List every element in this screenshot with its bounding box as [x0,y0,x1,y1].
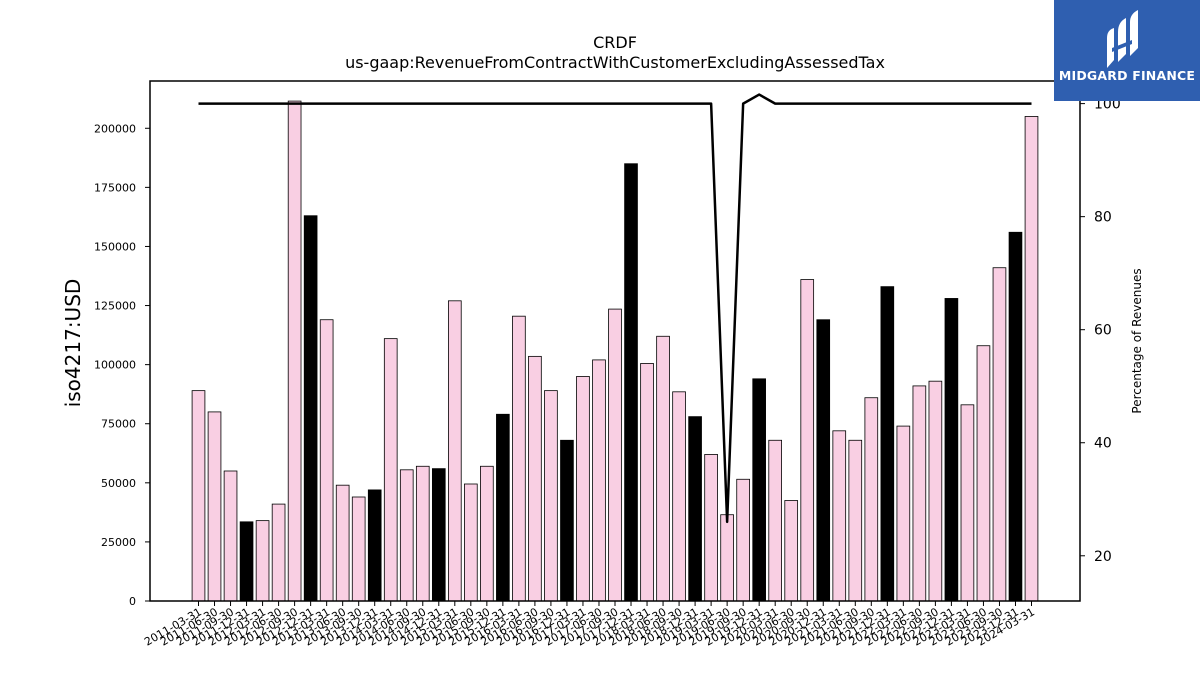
bar-2011-12-31 [239,521,254,602]
bar-2018-03-31 [640,363,654,602]
bar-2021-06-30 [848,439,863,602]
bar-2019-03-31 [704,454,718,602]
bar-2021-03-31 [832,430,847,602]
bar-2014-09-30 [415,465,430,602]
bar-2022-06-30 [912,385,927,602]
bar-2020-12-31 [816,319,831,602]
y-tick-label: 150000 [94,240,136,253]
bar-2020-06-30 [784,500,799,602]
bar-2019-06-30 [720,514,734,602]
y-tick-label: 200000 [94,122,136,135]
bar-2017-06-30 [592,359,606,602]
logo-mark-icon [1107,10,1138,68]
chart-subtitle: us-gaap:RevenueFromContractWithCustomerE… [345,53,885,72]
y-tick-label: 0 [129,595,136,608]
bar-2020-03-31 [768,439,782,602]
bar-2018-12-31 [688,416,702,602]
y-tick-label: 100000 [94,359,136,372]
x-axis-ticks: 2011-03-312011-06-302011-09-302011-12-31… [142,601,1037,649]
y-tick-label: 125000 [94,300,136,313]
chart-title: CRDF [593,33,637,52]
bar-2012-12-31 [303,215,318,602]
bar-2022-12-31 [944,298,959,602]
y-axis-label: iso4217:USD [61,279,85,408]
bar-2011-09-30 [223,470,238,602]
bar-2024-03-31 [1024,116,1039,602]
bar-2023-03-31 [960,404,975,602]
percentage-line-group [198,93,1032,524]
bar-2018-09-30 [672,391,686,602]
y-right-tick-label: 80 [1094,210,1112,226]
bar-2020-09-30 [800,279,815,602]
bar-2014-06-30 [399,469,414,602]
bar-2017-12-31 [624,163,638,602]
bar-2023-09-30 [992,267,1007,602]
logo-text: MIDGARD FINANCE [1058,68,1196,83]
midgard-finance-logo: MIDGARD FINANCE [1054,0,1200,101]
y-tick-label: 50000 [101,477,136,490]
bar-2013-09-30 [351,496,366,602]
bar-2011-03-31 [191,390,206,602]
bar-2012-03-31 [255,520,270,602]
bar-2022-09-30 [928,380,943,602]
bar-2016-06-30 [528,355,542,602]
bar-2014-12-31 [431,468,446,602]
bar-2013-06-30 [335,484,350,602]
y-tick-label: 175000 [94,181,136,194]
bar-2018-06-30 [656,335,670,602]
bar-2023-06-30 [976,345,991,602]
bar-group [191,100,1039,602]
bar-2019-09-30 [736,478,750,602]
y-tick-label: 25000 [101,536,136,549]
bar-2016-03-31 [512,315,526,602]
y-axis-right-label: Percentage of Revenues [1130,268,1144,413]
y-axis-ticks: 0 25000 50000 75000 100000 125000 150000 175000… [94,122,150,608]
y-right-tick-label: 20 [1094,549,1112,565]
bar-2015-09-30 [480,465,494,602]
bar-2014-03-31 [383,338,398,602]
bar-2017-09-30 [608,308,622,602]
bar-2013-03-31 [319,319,334,602]
y-tick-label: 75000 [101,418,136,431]
bar-2015-12-31 [496,413,510,602]
percentage-line [198,93,1032,524]
bar-2021-09-30 [864,397,879,602]
bar-2011-06-30 [207,411,222,602]
bar-2019-12-31 [752,378,766,602]
bar-2021-12-31 [880,286,895,602]
bar-2013-12-31 [367,489,382,602]
bar-2015-03-31 [447,300,462,602]
y-right-tick-label: 60 [1094,323,1112,339]
bar-2012-06-30 [271,503,286,602]
y-right-tick-label: 40 [1094,436,1112,452]
bar-2016-09-30 [544,390,558,602]
bar-2023-12-31 [1008,231,1023,602]
bar-2016-12-31 [560,439,574,602]
bar-2017-03-31 [576,376,590,602]
bar-2015-06-30 [464,483,478,602]
bar-2022-03-31 [896,425,911,602]
plot-frame [149,80,1081,602]
bar-2012-09-30 [287,100,302,602]
